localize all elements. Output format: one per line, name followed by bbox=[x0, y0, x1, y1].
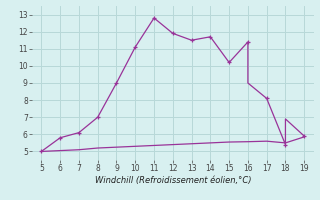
X-axis label: Windchill (Refroidissement éolien,°C): Windchill (Refroidissement éolien,°C) bbox=[94, 176, 251, 185]
